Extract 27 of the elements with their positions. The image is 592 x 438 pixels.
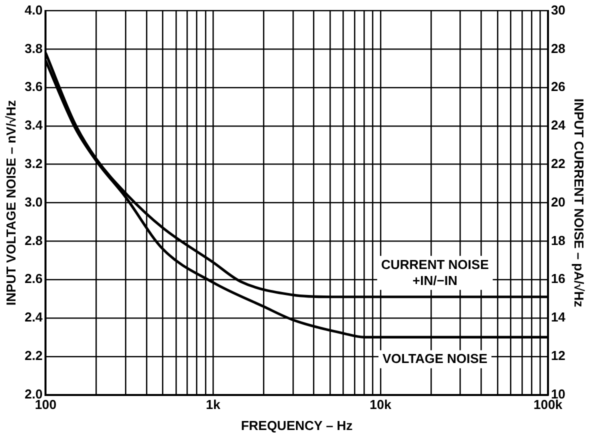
y2-tick-label: 22: [550, 156, 566, 171]
y-tick-label: 3.8: [24, 40, 43, 56]
y-tick-label: 3.4: [24, 118, 44, 133]
x-tick-label: 10k: [370, 397, 392, 412]
series-label: VOLTAGE NOISE: [382, 351, 488, 366]
y-tick-label: 3.2: [24, 156, 43, 171]
y2-tick-label: 24: [550, 118, 566, 133]
y2-tick-label: 16: [550, 271, 566, 286]
y2-tick-label: 18: [550, 232, 566, 248]
y-tick-label: 2.4: [24, 310, 44, 325]
y-tick-label: 3.0: [24, 194, 43, 210]
y2-tick-label: 26: [550, 79, 566, 94]
y2-tick-label: 14: [550, 310, 566, 325]
y-tick-label: 3.6: [24, 79, 43, 94]
x-axis-title: FREQUENCY – Hz: [240, 418, 354, 433]
y2-tick-label: 28: [550, 40, 566, 56]
y2-tick-label: 30: [550, 2, 566, 18]
y-tick-label: 2.6: [24, 271, 43, 286]
y2-tick-label: 12: [550, 348, 566, 363]
y-tick-label: 2.2: [24, 348, 43, 363]
y2-axis-title: INPUT CURRENT NOISE – pA/√Hz: [572, 98, 587, 308]
y-axis-title: INPUT VOLTAGE NOISE – nV/√Hz: [3, 100, 18, 306]
x-tick-label: 1k: [206, 397, 222, 412]
y2-tick-label: 20: [550, 194, 566, 210]
series-label: CURRENT NOISE +IN/−IN: [381, 256, 490, 288]
y-tick-label: 4.0: [24, 2, 43, 18]
y-tick-label: 2.8: [24, 232, 43, 248]
